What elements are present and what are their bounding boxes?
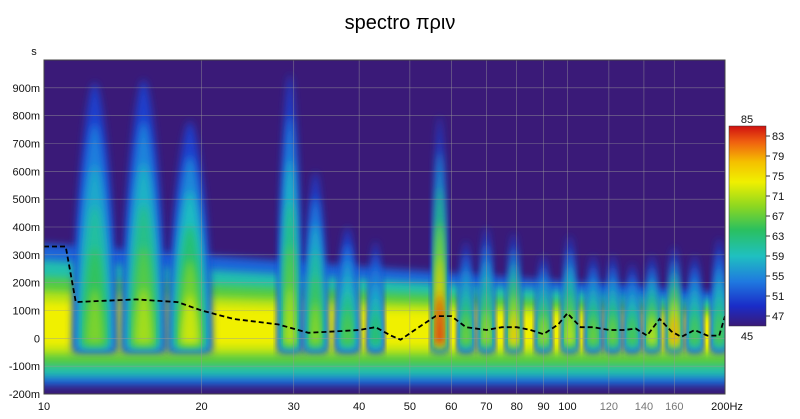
- y-tick-label-7: 200m: [12, 278, 40, 290]
- colorbar-ticks: 83 79 75 71 67 63 59 55 51 47: [766, 131, 784, 323]
- y-tick-label-6: 300m: [12, 250, 40, 262]
- plot-frame: [43, 59, 726, 395]
- heat-peak-7-5: [435, 293, 444, 344]
- y-tick-label-3: 600m: [12, 166, 40, 178]
- x-axis-ticks: 10 20 30 40 50 60 70 80 90 100 120 140 160 200Hz: [38, 401, 743, 413]
- y-tick-label-11: -200m: [9, 389, 40, 401]
- x-end-label: 200Hz: [711, 401, 743, 413]
- colorbar-gradient: [728, 125, 767, 327]
- y-tick-label-1: 800m: [12, 111, 40, 123]
- colorbar-tick-label-0: 83: [772, 131, 784, 143]
- colorbar-tick-label-9: 47: [772, 311, 784, 323]
- heat-peak-3-5: [285, 286, 295, 344]
- heat-peak-6-5: [371, 311, 380, 344]
- colorbar: 85 83 79 75 71 67 63 59 55 51 47 45: [728, 114, 784, 343]
- y-tick-label-0: 900m: [12, 83, 40, 95]
- x-tick-label-3: 40: [353, 401, 365, 413]
- x-tick-label-9: 100: [558, 401, 576, 413]
- y-tick-label-5: 400m: [12, 222, 40, 234]
- colorbar-tick-label-3: 71: [772, 191, 784, 203]
- decay-series-line: [44, 245, 725, 341]
- heat-peak-2-5: [181, 293, 199, 344]
- colorbar-tick-label-5: 63: [772, 231, 784, 243]
- decay-curve: [44, 245, 725, 341]
- colorbar-max-label: 85: [741, 114, 753, 126]
- x-tick-label-10: 120: [600, 401, 618, 413]
- chart-title: spectro πριν: [345, 12, 456, 34]
- heat-peak-14-5: [608, 313, 617, 344]
- colorbar-tick-label-8: 51: [772, 291, 784, 303]
- heat-peak-4-5: [310, 301, 321, 344]
- heat-peak-18-5: [690, 313, 699, 344]
- y-tick-label-4: 500m: [12, 194, 40, 206]
- colorbar-tick-label-2: 75: [772, 171, 784, 183]
- colorbar-min-label: 45: [741, 331, 753, 343]
- heat-peak-1-5: [134, 287, 153, 344]
- x-tick-label-5: 60: [445, 401, 457, 413]
- y-tick-label-8: 100m: [12, 306, 40, 318]
- x-tick-label-2: 30: [288, 401, 300, 413]
- heat-peak-5-5: [342, 309, 353, 344]
- heat-peak-8-5: [461, 311, 470, 344]
- x-tick-label-12: 160: [665, 401, 683, 413]
- heat-peak-10-5: [509, 310, 518, 344]
- x-tick-label-6: 70: [480, 401, 492, 413]
- heat-peak-13-5: [589, 313, 598, 344]
- y-axis-ticks: 900m 800m 700m 600m 500m 400m 300m 200m 100m 0 -10…: [9, 83, 40, 401]
- x-tick-label-1: 20: [195, 401, 207, 413]
- x-tick-label-8: 90: [537, 401, 549, 413]
- colorbar-tick-label-7: 55: [772, 271, 784, 283]
- y-tick-label-2: 700m: [12, 139, 40, 151]
- y-tick-label-9: 0: [34, 333, 40, 345]
- x-tick-label-0: 10: [38, 401, 50, 413]
- colorbar-tick-label-6: 59: [772, 251, 784, 263]
- x-tick-label-4: 50: [404, 401, 416, 413]
- heat-peak-19-5: [715, 311, 724, 344]
- x-tick-label-7: 80: [511, 401, 523, 413]
- colorbar-tick-label-4: 67: [772, 211, 784, 223]
- y-tick-label-10: -100m: [9, 361, 40, 373]
- heat-peak-16-5: [647, 313, 656, 344]
- y-unit-label: s: [31, 46, 37, 58]
- colorbar-tick-label-1: 79: [772, 151, 784, 163]
- x-tick-label-11: 140: [635, 401, 653, 413]
